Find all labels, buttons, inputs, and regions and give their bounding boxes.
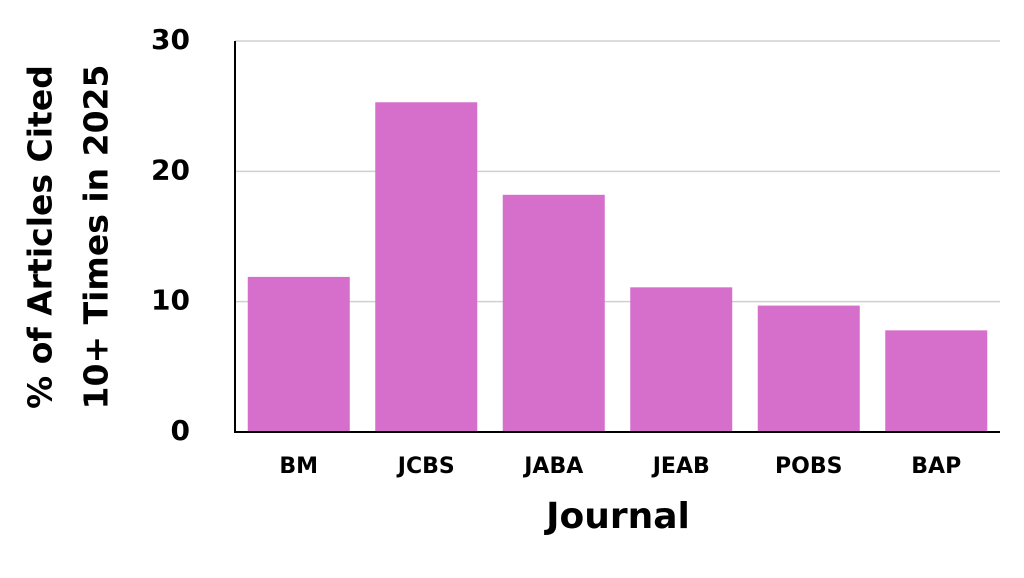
x-axis-label: Journal [543,496,690,537]
y-tick-label: 30 [151,23,190,56]
y-tick-label: 10 [151,284,190,317]
x-tick-label: BM [279,454,318,479]
y-tick-label: 0 [171,414,190,447]
x-tick-label: POBS [775,454,842,479]
bar [247,276,350,432]
bar [630,287,733,432]
bar [885,330,988,432]
y-axis-label-line: % of Articles Cited [21,65,60,409]
x-tick-label: JABA [522,454,583,479]
bar [757,305,860,432]
x-tick-label: JEAB [651,454,710,479]
y-axis-label-line: 10+ Times in 2025 [77,65,116,410]
y-tick-label: 20 [151,153,190,186]
bar [375,102,478,433]
x-tick-label: BAP [911,454,961,479]
y-axis-label: % of Articles Cited 10+ Times in 2025 [21,65,116,410]
x-tick-label: JCBS [396,454,455,479]
bar [502,194,605,432]
